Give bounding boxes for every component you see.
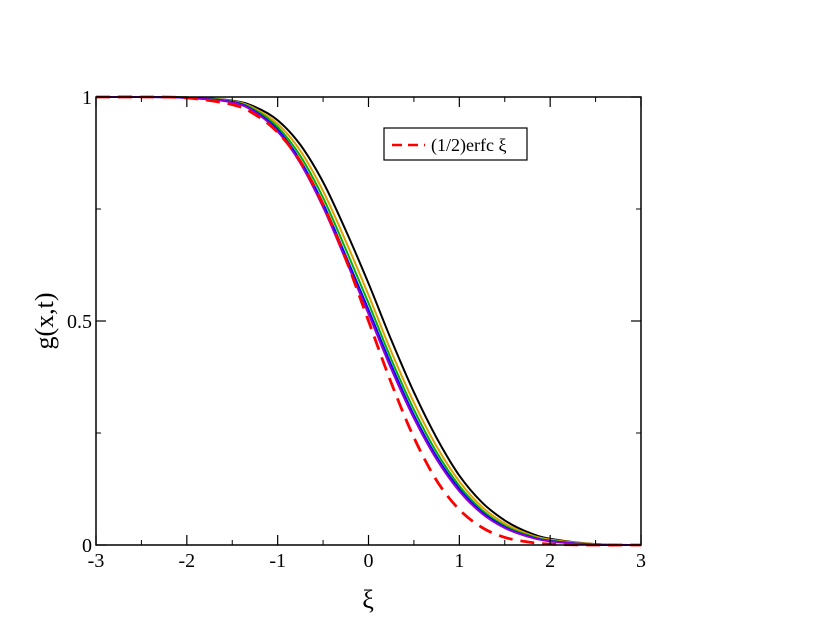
axis-ticks — [95, 96, 642, 546]
x-tick-label: 2 — [545, 550, 555, 572]
y-axis-label: g(x,t) — [30, 292, 59, 349]
series-line-4 — [95, 95, 642, 546]
y-tick-label: 0 — [82, 535, 92, 557]
legend-box — [383, 127, 528, 161]
x-tick-label: -1 — [269, 550, 286, 572]
x-tick-label: 0 — [364, 550, 374, 572]
y-tick-label: 0.5 — [67, 311, 92, 333]
x-tick-label: 1 — [454, 550, 464, 572]
x-axis-label: ξ — [362, 585, 374, 614]
legend-label-erfc: (1/2)erfc ξ — [431, 135, 506, 156]
series-lines — [95, 95, 642, 547]
y-tick-labels: 00.51 — [67, 87, 92, 557]
x-tick-label: -2 — [178, 550, 195, 572]
x-tick-labels: -3 -2 -1 0 1 2 3 — [88, 550, 646, 572]
y-tick-label: 1 — [82, 87, 92, 109]
series-line-5 — [95, 95, 642, 547]
x-tick-label: 3 — [636, 550, 646, 572]
legend: (1/2)erfc ξ — [383, 127, 528, 161]
x-tick-label: -3 — [88, 550, 105, 572]
